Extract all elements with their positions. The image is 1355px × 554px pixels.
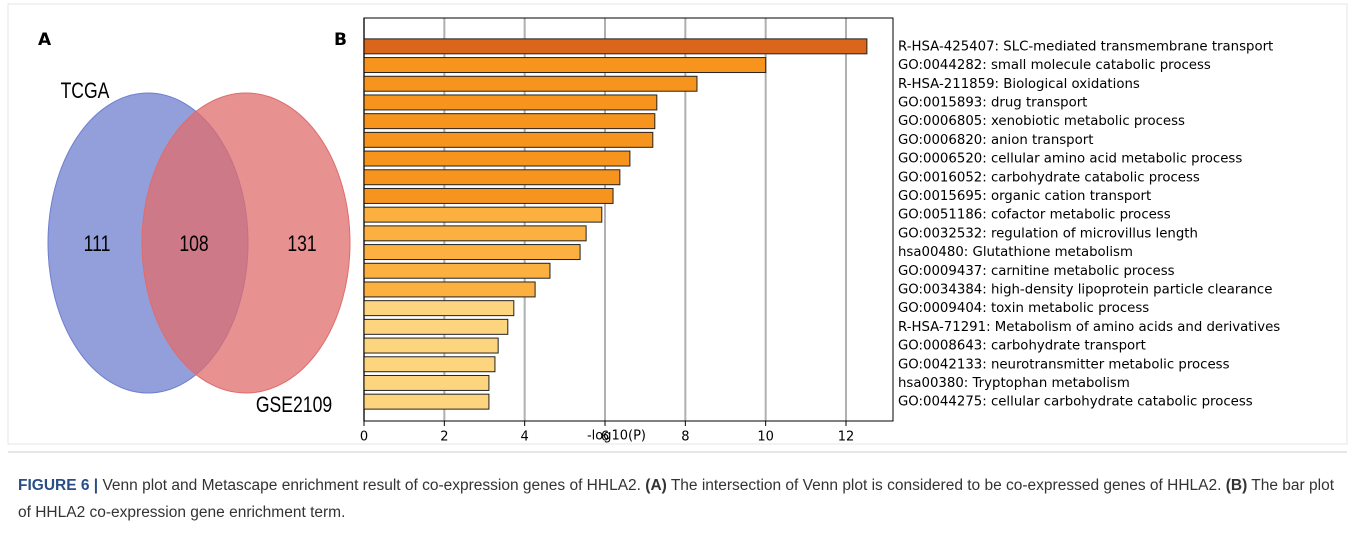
- y-tick-label: GO:0015893: drug transport: [898, 95, 1087, 110]
- bar: [363, 318, 509, 335]
- panel-label: B: [334, 30, 347, 50]
- figure: A TCGA GSE2109 111 108 131 B 0 2 4 6 8 10 12 R-HSA-425…: [7, 3, 1348, 453]
- bar: [363, 131, 654, 148]
- caption-b-text: The bar plot of HHLA2 co-expression gene…: [18, 477, 1335, 521]
- bar: [363, 169, 621, 186]
- y-tick-label: GO:0032532: regulation of microvillus le…: [898, 226, 1198, 241]
- y-tick-label: GO:0008643: carbohydrate transport: [898, 339, 1146, 354]
- x-tick-label: 12: [838, 430, 855, 445]
- y-tick-label: GO:0034384: high-density lipoprotein par…: [898, 282, 1272, 297]
- y-tick-label: GO:0006805: xenobiotic metabolic process: [898, 114, 1185, 129]
- y-tick-label: GO:0044275: cellular carbohydrate catabo…: [898, 395, 1253, 410]
- region-count: 111: [84, 232, 111, 256]
- bar: [363, 150, 631, 167]
- y-tick-label: R-HSA-71291: Metabolism of amino acids a…: [898, 320, 1280, 335]
- set-label: TCGA: [61, 79, 110, 103]
- y-tick-label: GO:0009404: toxin metabolic process: [898, 301, 1149, 316]
- set-ellipse: [141, 92, 351, 394]
- y-tick-label: GO:0044282: small molecule catabolic pro…: [898, 58, 1211, 73]
- bar: [363, 225, 587, 242]
- x-tick-label: 0: [360, 430, 368, 445]
- caption-b-label: (B): [1225, 477, 1248, 494]
- bar: [363, 75, 698, 92]
- caption-label: FIGURE 6 |: [18, 477, 99, 494]
- x-tick-label: 4: [521, 430, 529, 445]
- y-tick-label: GO:0009437: carnitine metabolic process: [898, 264, 1175, 279]
- y-tick-label: hsa00380: Tryptophan metabolism: [898, 376, 1130, 391]
- bar: [363, 393, 490, 410]
- region-count: 131: [287, 232, 316, 256]
- region-count: 108: [179, 232, 208, 256]
- caption-a-text: The intersection of Venn plot is conside…: [670, 477, 1222, 494]
- set-label: GSE2109: [256, 393, 332, 417]
- bar: [363, 113, 656, 130]
- bar: [363, 38, 868, 55]
- bar: [363, 57, 767, 74]
- x-axis-title: -log10(P): [587, 429, 646, 444]
- y-tick-label: GO:0006820: anion transport: [898, 133, 1093, 148]
- caption-text: Venn plot and Metascape enrichment resul…: [102, 477, 641, 494]
- bar: [363, 300, 515, 317]
- figure-border: [7, 3, 1348, 445]
- plot-frame: [363, 17, 894, 422]
- y-tick-label: GO:0051186: cofactor metabolic process: [898, 208, 1171, 223]
- y-tick-label: R-HSA-211859: Biological oxidations: [898, 77, 1140, 92]
- caption-a-label: (A): [645, 477, 667, 494]
- x-tick-label: 10: [757, 430, 774, 445]
- y-tick-label: GO:0006520: cellular amino acid metaboli…: [898, 152, 1242, 167]
- x-tick-label: 8: [681, 430, 689, 445]
- bar: [363, 206, 603, 223]
- y-tick-label: GO:0016052: carbohydrate catabolic proce…: [898, 170, 1200, 185]
- bar: [363, 374, 490, 391]
- y-tick-label: hsa00480: Glutathione metabolism: [898, 245, 1133, 260]
- panel-label: A: [38, 30, 52, 50]
- y-tick-label: R-HSA-425407: SLC-mediated transmembrane…: [898, 39, 1273, 54]
- bar: [363, 94, 658, 111]
- bar: [363, 356, 496, 373]
- bar: [363, 244, 581, 261]
- bar: [363, 262, 551, 279]
- caption: FIGURE 6 | Venn plot and Metascape enric…: [18, 472, 1343, 526]
- bar: [363, 187, 614, 204]
- y-tick-label: GO:0042133: neurotransmitter metabolic p…: [898, 357, 1230, 372]
- bar: [363, 281, 536, 298]
- x-tick-label: 2: [440, 430, 448, 445]
- y-tick-label: GO:0015695: organic cation transport: [898, 189, 1151, 204]
- x-tick-label: 6: [601, 430, 609, 445]
- bar: [363, 337, 499, 354]
